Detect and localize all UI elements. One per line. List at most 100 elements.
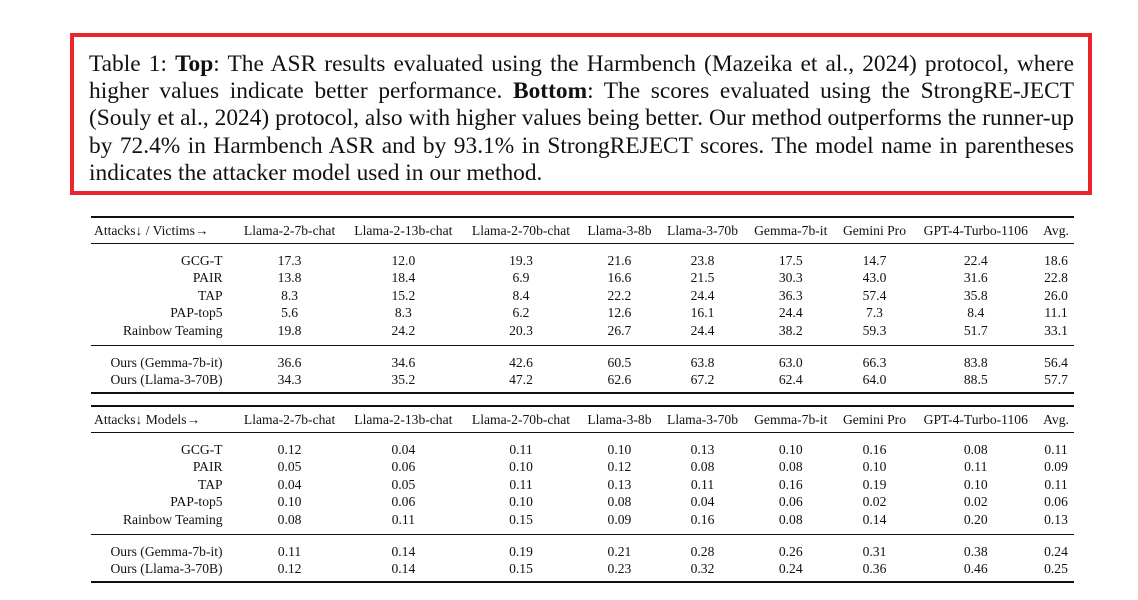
table-cell: 56.4 <box>1044 355 1068 371</box>
table-cell: 16.6 <box>607 270 632 286</box>
column-header: Avg. <box>1038 216 1074 244</box>
table-cell: 0.05 <box>277 459 302 475</box>
table-row: TAP 8.3 15.2 8.4 22.2 24.4 36.3 57.4 35.8 26.0 <box>91 287 1074 304</box>
table-cell: 38.2 <box>745 321 836 347</box>
table-cell: 64.0 <box>835 371 914 394</box>
table-cell: 0.16 <box>659 510 746 536</box>
table-cell: 0.08 <box>778 459 803 475</box>
row-label: GCG-T <box>181 253 223 268</box>
table-cell: 0.02 <box>862 494 887 510</box>
table-row: Ours (Llama-3-70B) 34.3 35.2 47.2 62.6 67.2 62… <box>91 371 1074 394</box>
table-cell: 0.38 <box>963 544 988 560</box>
table-cell: 0.12 <box>277 442 302 457</box>
row-label: PAP-top5 <box>170 494 223 510</box>
caption-highlight-box: Table 1: Top: The ASR results evaluated … <box>70 33 1092 195</box>
table-cell: 59.3 <box>835 321 914 347</box>
table-row: GCG-T 17.3 12.0 19.3 21.6 23.8 17.5 14.7 22.4 18.… <box>91 244 1074 270</box>
table-row: Rainbow Teaming 19.8 24.2 20.3 26.7 24.4 38.2 5… <box>91 321 1074 347</box>
table-cell: 0.11 <box>690 476 715 492</box>
table-cell: 0.09 <box>579 510 660 536</box>
table-cell: 0.21 <box>607 544 632 560</box>
table-cell: 24.2 <box>344 321 463 347</box>
table-cell: 18.4 <box>391 270 416 286</box>
table-row: Ours (Llama-3-70B) 0.12 0.14 0.15 0.23 0.32 0.… <box>91 560 1074 583</box>
table-row: PAIR 13.8 18.4 6.9 16.6 21.5 30.3 43.0 31.6 22.8 <box>91 269 1074 286</box>
table-cell: 0.26 <box>778 544 803 560</box>
table-cell: 0.06 <box>778 494 803 510</box>
table-row: PAP-top5 5.6 8.3 6.2 12.6 16.1 24.4 7.3 8.4 11.1 <box>91 304 1074 321</box>
table-row: Rainbow Teaming 0.08 0.11 0.15 0.09 0.16 0.08 0… <box>91 510 1074 536</box>
row-label: Ours (Gemma-7b-it) <box>110 355 223 371</box>
column-header: Gemma-7b-it <box>745 216 836 244</box>
table-cell: 83.8 <box>963 355 988 371</box>
table-cell: 43.0 <box>862 270 887 286</box>
table-cell: 0.02 <box>963 494 988 510</box>
table-cell: 0.11 <box>277 544 302 560</box>
table-cell: 8.4 <box>967 305 985 321</box>
row-label: PAIR <box>192 459 223 475</box>
table-cell: 0.04 <box>391 442 416 457</box>
row-label: Ours (Llama-3-70B) <box>91 371 235 394</box>
table-row: PAIR 0.05 0.06 0.10 0.12 0.08 0.08 0.10 0.11 0.09 <box>91 458 1074 475</box>
column-header: Llama-2-13b-chat <box>344 405 463 433</box>
table-cell: 30.3 <box>778 270 803 286</box>
table-cell: 0.25 <box>1038 560 1074 583</box>
table-cell: 24.4 <box>659 321 746 347</box>
table-cell: 8.3 <box>281 287 299 303</box>
harmbench-asr-table: Attacks↓ / Victims→ Llama-2-7b-chat Llama-… <box>91 216 1074 394</box>
table-cell: 63.0 <box>778 355 803 371</box>
table-cell: 0.12 <box>607 459 632 475</box>
header-row: Attacks↓ Models→ Llama-2-7b-chat Llama-2-1… <box>91 405 1074 433</box>
table-cell: 16.1 <box>690 305 715 321</box>
column-header: Gemini Pro <box>835 216 914 244</box>
table-cell: 35.2 <box>344 371 463 394</box>
table-cell: 6.2 <box>512 305 530 321</box>
table-cell: 0.14 <box>344 560 463 583</box>
table-cell: 17.5 <box>778 253 803 268</box>
row-label: TAP <box>198 476 223 492</box>
table-cell: 0.23 <box>579 560 660 583</box>
row-label: Ours (Gemma-7b-it) <box>110 544 223 560</box>
table-cell: 0.10 <box>963 476 988 492</box>
table-cell: 0.24 <box>1044 544 1068 560</box>
table-cell: 8.4 <box>512 287 530 303</box>
table-cell: 31.6 <box>963 270 988 286</box>
caption-top-label: Top <box>175 51 214 77</box>
column-header: Gemini Pro <box>835 405 914 433</box>
table-cell: 22.8 <box>1044 270 1068 286</box>
table-cell: 0.13 <box>1038 510 1074 536</box>
column-header: Llama-2-70b-chat <box>462 405 580 433</box>
column-header: Llama-3-70b <box>659 405 746 433</box>
table-cell: 5.6 <box>281 305 299 321</box>
column-header: Llama-3-70b <box>659 216 746 244</box>
column-header: GPT-4-Turbo-1106 <box>913 405 1039 433</box>
strongreject-score-table: Attacks↓ Models→ Llama-2-7b-chat Llama-2-1… <box>91 405 1074 583</box>
column-header: Llama-2-13b-chat <box>344 216 463 244</box>
table-cell: 0.24 <box>745 560 836 583</box>
row-label: GCG-T <box>181 442 223 457</box>
table-cell: 19.8 <box>234 321 345 347</box>
table-cell: 26.0 <box>1044 287 1068 303</box>
table-cell: 0.11 <box>509 442 533 457</box>
column-header: Gemma-7b-it <box>745 405 836 433</box>
table-cell: 62.4 <box>745 371 836 394</box>
table-cell: 33.1 <box>1038 321 1074 347</box>
table-row: GCG-T 0.12 0.04 0.11 0.10 0.13 0.10 0.16 0.08 0.1… <box>91 433 1074 459</box>
table-cell: 8.3 <box>394 305 412 321</box>
table-cell: 0.46 <box>913 560 1039 583</box>
table-cell: 36.3 <box>778 287 803 303</box>
table-cell: 22.4 <box>963 253 988 268</box>
table-cell: 0.08 <box>690 459 715 475</box>
row-label: Rainbow Teaming <box>91 321 235 347</box>
table-row: TAP 0.04 0.05 0.11 0.13 0.11 0.16 0.19 0.10 0.11 <box>91 476 1074 493</box>
table-cell: 60.5 <box>607 355 632 371</box>
table-cell: 0.36 <box>835 560 914 583</box>
table-cell: 20.3 <box>462 321 580 347</box>
table-cell: 0.06 <box>1044 494 1068 510</box>
table-cell: 47.2 <box>462 371 580 394</box>
table-cell: 0.13 <box>690 442 715 457</box>
table-cell: 6.9 <box>512 270 530 286</box>
table-cell: 0.04 <box>690 494 715 510</box>
column-header: Avg. <box>1038 405 1074 433</box>
table-cell: 0.10 <box>509 494 533 510</box>
